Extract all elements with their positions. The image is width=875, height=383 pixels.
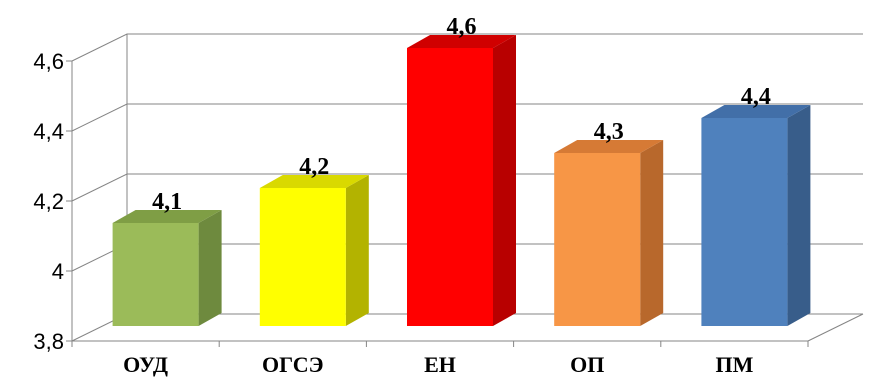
bar-side: [493, 35, 516, 326]
y-tick-label: 4,6: [33, 49, 64, 74]
bar-side: [345, 175, 369, 326]
bar-top: [701, 105, 811, 118]
category-label: ОГСЭ: [262, 352, 324, 377]
bar-side: [640, 140, 664, 326]
bar-front: [554, 153, 641, 326]
y-tick-label: 3,8: [33, 329, 64, 354]
bar: [701, 105, 811, 326]
bar-top: [407, 35, 516, 48]
data-label: 4,1: [152, 189, 182, 215]
y-tick-label: 4,4: [33, 119, 64, 144]
bar-top: [554, 140, 664, 153]
bars: [112, 35, 811, 326]
bar: [112, 210, 222, 326]
y-tick-label: 4,2: [33, 189, 64, 214]
category-label: ПМ: [715, 352, 753, 377]
category-label: ЕН: [424, 352, 456, 377]
data-label: 4,6: [447, 14, 477, 40]
bar-front: [259, 188, 346, 326]
axes: 3,8 4 4,2 4,4 4,6: [33, 49, 809, 354]
data-label: 4,2: [299, 154, 329, 180]
bar: [554, 140, 664, 326]
bar-side: [198, 210, 222, 326]
category-label: ОП: [570, 352, 604, 377]
bar: [407, 35, 516, 326]
bar-front: [407, 48, 493, 326]
bar-side: [787, 105, 811, 326]
y-tick-label: 4: [52, 259, 64, 284]
data-label: 4,4: [741, 84, 771, 110]
bar-front: [112, 223, 199, 326]
bar: [259, 175, 369, 326]
bar-top: [112, 210, 222, 223]
category-label: ОУД: [123, 352, 168, 377]
floor-right-edge: [807, 313, 864, 342]
data-label: 4,3: [594, 119, 624, 145]
labels: 4,1 ОУД 4,2 ОГСЭ 4,6 ЕН 4,3 ОП 4,4 ПМ: [123, 14, 771, 377]
bar-front: [701, 118, 788, 326]
bar-top: [259, 175, 369, 188]
